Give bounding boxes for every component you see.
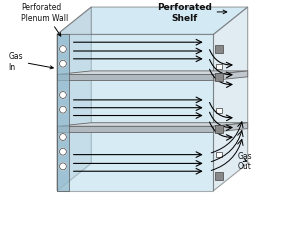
Bar <box>215 172 223 180</box>
Polygon shape <box>57 8 91 191</box>
Polygon shape <box>57 8 248 35</box>
Polygon shape <box>214 123 248 133</box>
Bar <box>217 108 222 113</box>
Text: Perforated
Plenum Wall: Perforated Plenum Wall <box>21 3 68 37</box>
Polygon shape <box>214 72 248 81</box>
Polygon shape <box>214 8 248 191</box>
Circle shape <box>60 61 66 68</box>
Polygon shape <box>57 75 214 81</box>
Bar <box>215 46 223 54</box>
Polygon shape <box>57 127 214 133</box>
Polygon shape <box>57 35 69 191</box>
Bar <box>217 152 222 157</box>
Bar <box>215 126 223 133</box>
Text: Gas
In: Gas In <box>8 52 53 71</box>
Circle shape <box>60 148 66 155</box>
Bar <box>215 74 223 82</box>
Circle shape <box>60 134 66 141</box>
Text: Perforated
Shelf: Perforated Shelf <box>157 3 227 23</box>
Circle shape <box>60 46 66 53</box>
Polygon shape <box>57 123 248 127</box>
Polygon shape <box>57 35 214 191</box>
Circle shape <box>60 92 66 99</box>
Text: Gas
Out: Gas Out <box>238 151 253 171</box>
Polygon shape <box>57 72 248 75</box>
Circle shape <box>60 163 66 170</box>
Circle shape <box>60 107 66 114</box>
Bar <box>217 64 222 69</box>
